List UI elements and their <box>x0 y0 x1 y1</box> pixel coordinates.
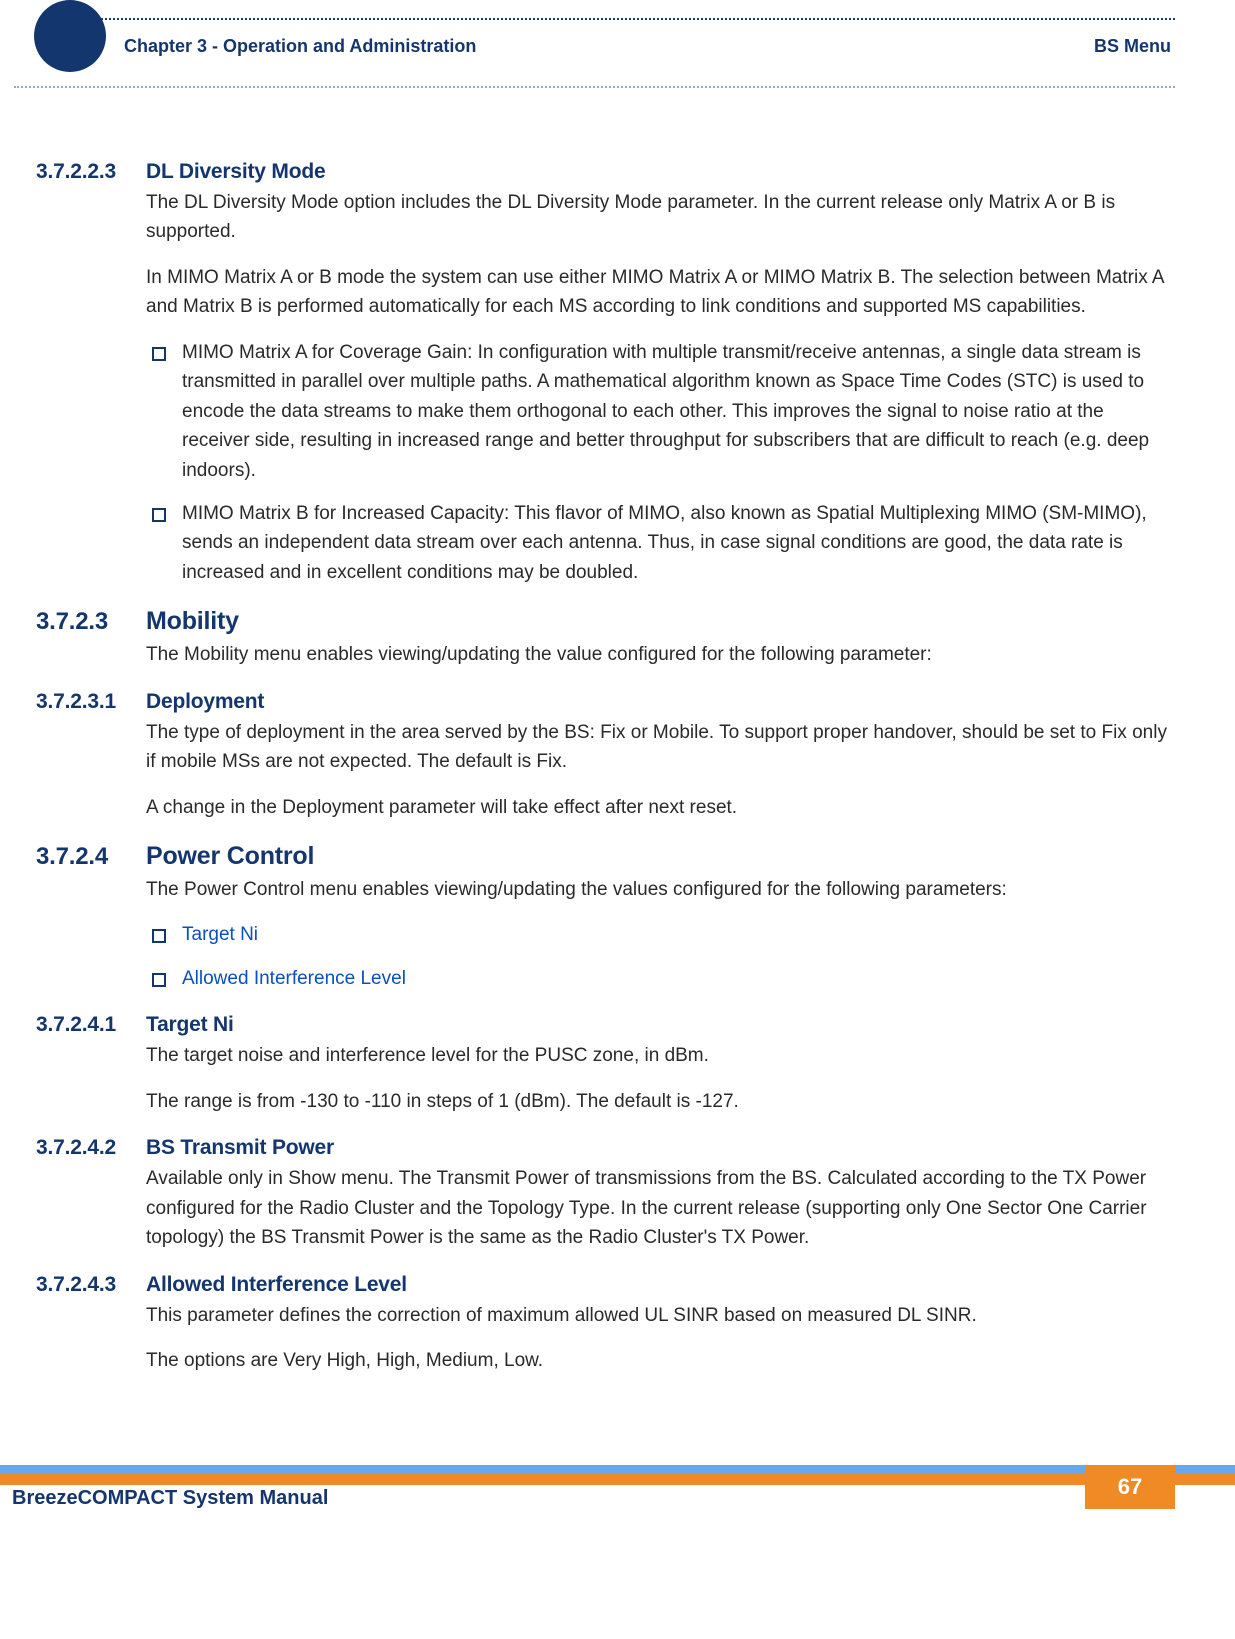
section-target-ni: 3.7.2.4.1 Target Ni The target noise and… <box>36 1013 1175 1116</box>
header-chapter-title: Chapter 3 - Operation and Administration <box>124 36 476 57</box>
list-item-link[interactable]: Allowed Interference Level <box>146 964 1175 993</box>
page-footer: BreezeCOMPACT System Manual 67 <box>0 1465 1235 1509</box>
paragraph: This parameter defines the correction of… <box>146 1301 1175 1330</box>
section-heading: 3.7.2.4.1 Target Ni <box>36 1013 1175 1037</box>
page: Chapter 3 - Operation and Administration… <box>0 0 1235 1639</box>
paragraph: The DL Diversity Mode option includes th… <box>146 188 1175 247</box>
section-heading: 3.7.2.3.1 Deployment <box>36 690 1175 714</box>
section-heading: 3.7.2.2.3 DL Diversity Mode <box>36 160 1175 184</box>
xref-target-ni[interactable]: Target Ni <box>182 924 258 945</box>
section-title: Deployment <box>146 690 264 714</box>
section-number: 3.7.2.3 <box>36 608 146 636</box>
section-title: Allowed Interference Level <box>146 1273 407 1297</box>
section-number: 3.7.2.4.3 <box>36 1273 146 1297</box>
section-heading: 3.7.2.4 Power Control <box>36 842 1175 871</box>
paragraph: A change in the Deployment parameter wil… <box>146 793 1175 822</box>
section-title: BS Transmit Power <box>146 1136 334 1160</box>
section-deployment: 3.7.2.3.1 Deployment The type of deploym… <box>36 690 1175 822</box>
link-bullet-list: Target Ni Allowed Interference Level <box>146 920 1175 993</box>
paragraph: The Power Control menu enables viewing/u… <box>146 875 1175 904</box>
header-rule-bottom <box>14 86 1175 88</box>
paragraph: The range is from -130 to -110 in steps … <box>146 1087 1175 1116</box>
content-body: 3.7.2.2.3 DL Diversity Mode The DL Diver… <box>36 160 1175 1395</box>
paragraph: The Mobility menu enables viewing/updati… <box>146 640 1175 669</box>
footer-bar-orange <box>0 1473 1235 1485</box>
section-allowed-interference-level: 3.7.2.4.3 Allowed Interference Level Thi… <box>36 1273 1175 1376</box>
section-power-control: 3.7.2.4 Power Control The Power Control … <box>36 842 1175 993</box>
section-number: 3.7.2.2.3 <box>36 160 146 184</box>
paragraph: The options are Very High, High, Medium,… <box>146 1346 1175 1375</box>
section-heading: 3.7.2.3 Mobility <box>36 607 1175 636</box>
bullet-list: MIMO Matrix A for Coverage Gain: In conf… <box>146 338 1175 588</box>
section-heading: 3.7.2.4.2 BS Transmit Power <box>36 1136 1175 1160</box>
paragraph: In MIMO Matrix A or B mode the system ca… <box>146 263 1175 322</box>
section-number: 3.7.2.4.2 <box>36 1136 146 1160</box>
paragraph: Available only in Show menu. The Transmi… <box>146 1164 1175 1252</box>
footer-bar-blue <box>0 1465 1235 1473</box>
header-rule-top <box>60 18 1175 20</box>
paragraph: The type of deployment in the area serve… <box>146 718 1175 777</box>
xref-allowed-interference-level[interactable]: Allowed Interference Level <box>182 968 406 989</box>
section-title: DL Diversity Mode <box>146 160 325 184</box>
section-title: Power Control <box>146 842 314 871</box>
list-item: MIMO Matrix A for Coverage Gain: In conf… <box>146 338 1175 485</box>
section-mobility: 3.7.2.3 Mobility The Mobility menu enabl… <box>36 607 1175 669</box>
list-item: MIMO Matrix B for Increased Capacity: Th… <box>146 499 1175 587</box>
section-number: 3.7.2.3.1 <box>36 690 146 714</box>
header-section-label: BS Menu <box>1094 36 1171 57</box>
section-dl-diversity-mode: 3.7.2.2.3 DL Diversity Mode The DL Diver… <box>36 160 1175 587</box>
section-bs-transmit-power: 3.7.2.4.2 BS Transmit Power Available on… <box>36 1136 1175 1252</box>
section-title: Target Ni <box>146 1013 234 1037</box>
section-number: 3.7.2.4 <box>36 843 146 871</box>
footer-page-number: 67 <box>1085 1465 1175 1509</box>
section-number: 3.7.2.4.1 <box>36 1013 146 1037</box>
section-heading: 3.7.2.4.3 Allowed Interference Level <box>36 1273 1175 1297</box>
paragraph: The target noise and interference level … <box>146 1041 1175 1070</box>
header-circle-icon <box>34 0 106 72</box>
list-item-link[interactable]: Target Ni <box>146 920 1175 949</box>
section-title: Mobility <box>146 607 239 636</box>
footer-manual-title: BreezeCOMPACT System Manual <box>12 1487 328 1510</box>
